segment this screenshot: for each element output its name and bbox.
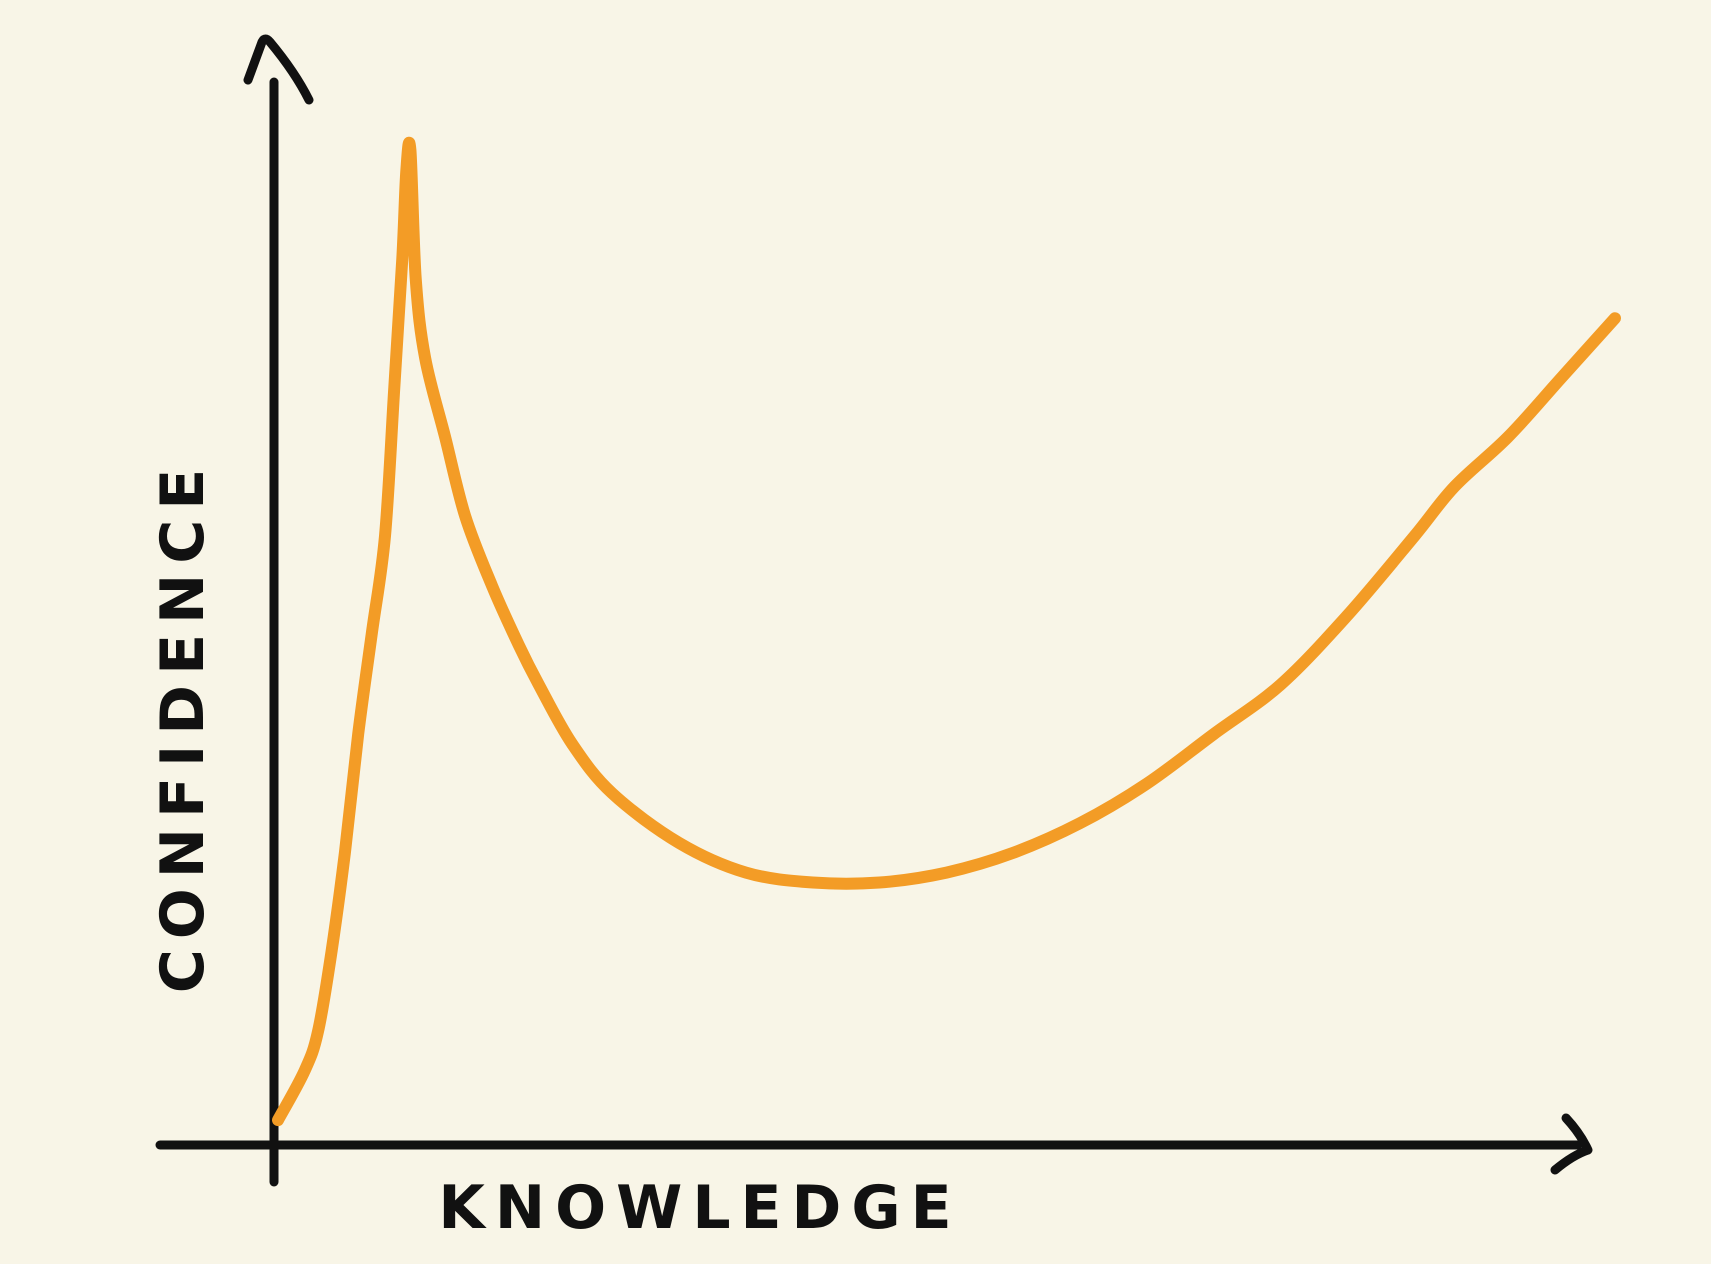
x-axis-arrow: [1550, 1113, 1593, 1175]
axes: [155, 34, 1593, 1187]
y-axis-label: CONFIDENCE: [148, 459, 218, 994]
x-axis-label: KNOWLEDGE: [438, 1173, 961, 1243]
series-line: [272, 136, 1621, 1127]
y-axis-arrow: [243, 34, 314, 105]
